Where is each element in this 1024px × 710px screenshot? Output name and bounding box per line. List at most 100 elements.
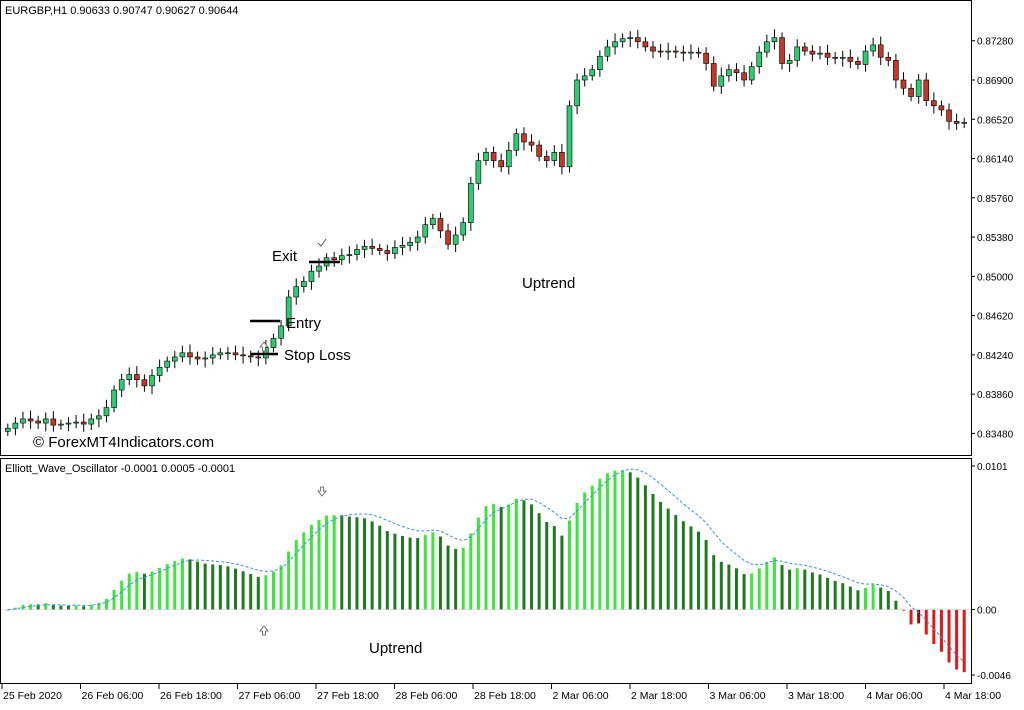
- oscillator-bar: [211, 564, 215, 610]
- oscillator-bar: [317, 520, 321, 610]
- oscillator-bar: [613, 470, 617, 610]
- bearish-candle: [384, 250, 391, 254]
- bearish-candle: [946, 109, 952, 122]
- bearish-candle: [35, 420, 41, 424]
- price-tick-label: 0.85380: [977, 233, 1014, 244]
- oscillator-bar: [879, 587, 883, 610]
- bullish-candle: [149, 375, 155, 387]
- oscillator-bar: [423, 535, 427, 610]
- oscillator-bar: [810, 572, 814, 610]
- bearish-candle: [847, 56, 854, 62]
- oscillator-bar: [150, 571, 154, 610]
- bullish-candle: [430, 218, 436, 225]
- oscillator-bar: [302, 532, 306, 610]
- stop-loss-label: Stop Loss: [284, 347, 351, 364]
- oscillator-bar: [499, 506, 503, 610]
- oscillator-bar: [97, 602, 101, 610]
- bullish-candle: [301, 281, 307, 287]
- bearish-candle: [240, 354, 246, 357]
- oscillator-bar: [545, 522, 549, 610]
- time-tick-label: 26 Feb 18:00: [160, 690, 222, 702]
- oscillator-tick-label: 0.0101: [977, 462, 1008, 473]
- bearish-candle: [194, 356, 201, 360]
- trade-annotations: Exit Entry Stop Loss: [250, 248, 351, 364]
- bearish-candle: [80, 421, 87, 425]
- oscillator-bar: [340, 515, 344, 610]
- oscillator-bar: [826, 577, 830, 610]
- oscillator-bar: [590, 485, 594, 610]
- price-tick-label: 0.87280: [977, 37, 1014, 48]
- bearish-candle: [521, 133, 527, 143]
- oscillator-bar: [734, 568, 738, 610]
- oscillator-bar: [393, 533, 397, 610]
- price-tick-label: 0.85000: [977, 272, 1014, 283]
- oscillator-bar: [605, 473, 609, 610]
- bullish-candle: [96, 415, 102, 420]
- price-tick-label: 0.86520: [977, 115, 1014, 126]
- oscillator-bar: [583, 492, 587, 610]
- oscillator-bar: [628, 472, 632, 610]
- oscillator-bar: [522, 500, 526, 610]
- bullish-candle: [225, 352, 231, 355]
- oscillator-bar: [514, 498, 518, 610]
- oscillator-bar: [36, 604, 40, 610]
- oscillator-bar: [120, 580, 124, 610]
- bullish-candle: [619, 38, 626, 43]
- bearish-candle: [672, 50, 679, 53]
- bearish-candle: [877, 44, 884, 58]
- bullish-candle: [771, 37, 778, 43]
- bullish-candle: [748, 66, 755, 81]
- oscillator-bar: [135, 571, 139, 610]
- oscillator-bar: [203, 563, 207, 610]
- oscillator-bar: [681, 521, 685, 610]
- oscillator-bar: [59, 605, 63, 610]
- oscillator-bar: [742, 574, 746, 610]
- oscillator-bar: [818, 574, 822, 610]
- bearish-candle: [376, 248, 383, 251]
- oscillator-bar: [226, 566, 230, 610]
- bullish-candle: [551, 152, 558, 161]
- oscillator-bar: [507, 504, 511, 610]
- bearish-candle: [437, 218, 444, 232]
- oscillator-bar: [241, 571, 245, 610]
- bearish-candle: [680, 51, 687, 54]
- bearish-candle: [900, 79, 907, 89]
- oscillator-bar: [932, 609, 936, 645]
- bullish-candle: [399, 245, 406, 248]
- oscillator-bar: [697, 531, 701, 610]
- oscillator-bar: [492, 503, 496, 610]
- oscillator-bar: [279, 565, 283, 610]
- oscillator-bar: [89, 604, 93, 610]
- oscillator-bar: [74, 605, 78, 610]
- bearish-candle: [642, 41, 649, 48]
- entry-label: Entry: [286, 315, 322, 332]
- bullish-candle: [338, 255, 345, 261]
- bullish-candle: [764, 41, 770, 53]
- oscillator-bar: [180, 558, 184, 610]
- oscillator-bar: [218, 565, 222, 610]
- bullish-candle: [589, 69, 596, 77]
- oscillator-bar: [848, 586, 852, 610]
- bearish-candle: [543, 156, 550, 161]
- time-tick-label: 2 Mar 18:00: [631, 690, 687, 702]
- time-tick-label: 3 Mar 18:00: [788, 690, 844, 702]
- bearish-candle: [255, 356, 262, 359]
- oscillator-histogram: [1, 470, 971, 673]
- oscillator-bar: [886, 590, 890, 610]
- bullish-candle: [915, 79, 922, 97]
- oscillator-bar: [355, 517, 359, 610]
- bullish-candle: [42, 418, 49, 424]
- bearish-candle: [247, 355, 254, 358]
- oscillator-bar: [537, 513, 541, 610]
- oscillator-bar: [188, 559, 192, 610]
- price-tick-label: 0.84620: [977, 312, 1014, 323]
- bearish-candle: [445, 230, 451, 245]
- oscillator-bar: [454, 548, 458, 610]
- bullish-candle: [452, 234, 459, 245]
- oscillator-bar: [833, 581, 837, 610]
- oscillator-bar: [385, 531, 389, 610]
- oscillator-bar: [947, 609, 951, 663]
- oscillator-bar: [841, 583, 845, 610]
- bullish-candle: [278, 325, 284, 339]
